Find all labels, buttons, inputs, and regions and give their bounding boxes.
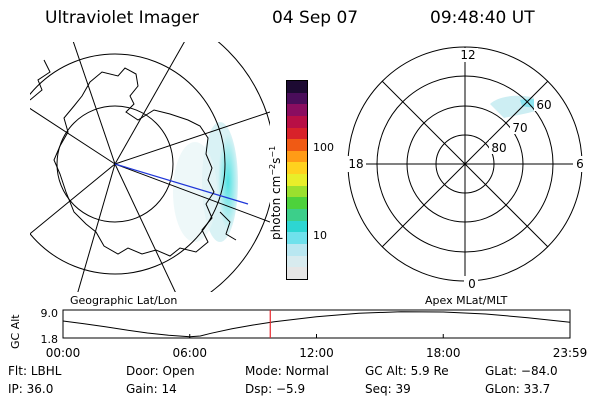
colorbar-segment <box>287 174 307 186</box>
status-value: 36.0 <box>26 382 54 396</box>
colorbar-segment <box>287 255 307 268</box>
coastline-fragment <box>30 59 51 101</box>
unit-exponent-1: −2 <box>268 163 277 176</box>
colorbar-tick-10: 10 <box>313 229 327 242</box>
geographic-map <box>30 42 270 292</box>
status-key: GC Alt: <box>365 364 411 378</box>
status-value: 5.9 Re <box>410 364 449 378</box>
status-field: Gain: 14 <box>126 382 177 396</box>
status-field: GLat: −84.0 <box>485 364 558 378</box>
xtick-labels: 00:00 06:00 12:00 18:00 23:59 <box>46 346 588 360</box>
altitude-plot-frame <box>62 309 571 339</box>
polar-panel-label: Apex MLat/MLT <box>425 294 508 307</box>
altitude-plot: GC Alt 9.0 1.8 00:00 06:00 12:00 18:00 23:59 <box>9 307 588 360</box>
unit-seconds: s <box>269 157 283 164</box>
geo-panel-label: Geographic Lat/Lon <box>70 294 178 307</box>
status-value: −5.9 <box>275 382 306 396</box>
colorbar-segment <box>287 220 307 233</box>
colorbar-segment <box>287 232 307 244</box>
colorbar-segment <box>287 162 307 175</box>
colorbar-unit-label: photon cm−2s−1 <box>268 146 283 240</box>
colorbar-segment <box>287 81 307 93</box>
colorbar-segment <box>287 185 307 198</box>
xtick-marks <box>62 334 571 338</box>
status-value: Normal <box>285 364 329 378</box>
mlat-label-60: 60 <box>536 98 551 112</box>
status-key: IP: <box>8 382 27 396</box>
xtick-label: 23:59 <box>553 346 588 360</box>
xtick-label: 18:00 <box>426 346 461 360</box>
status-field: Dsp: −5.9 <box>245 382 305 396</box>
status-field: GLon: 33.7 <box>485 382 550 396</box>
xtick-label: 12:00 <box>299 346 334 360</box>
coastline-fragment-2 <box>219 211 237 241</box>
colorbar-segment <box>287 115 307 128</box>
colorbar-segment <box>287 197 307 210</box>
status-key: GLon: <box>485 382 524 396</box>
status-key: Gain: <box>126 382 162 396</box>
status-key: Mode: <box>245 364 286 378</box>
colorbar-segment <box>287 92 307 105</box>
status-value: 39 <box>395 382 411 396</box>
altitude-track-line <box>62 311 571 338</box>
status-value: 14 <box>161 382 177 396</box>
altitude-ylabel: GC Alt <box>9 314 22 349</box>
colorbar-tick-100: 100 <box>313 141 334 154</box>
status-field: IP: 36.0 <box>8 382 53 396</box>
colorbar-segment <box>287 150 307 163</box>
status-key: GLat: <box>485 364 521 378</box>
status-field: Flt: LBHL <box>8 364 61 378</box>
status-key: Flt: <box>8 364 31 378</box>
colorbar-segment <box>287 267 307 279</box>
colorbar-segment <box>287 104 307 116</box>
date-label: 04 Sep 07 <box>272 8 359 28</box>
status-field: GC Alt: 5.9 Re <box>365 364 449 378</box>
unit-prefix: photon cm <box>269 175 283 240</box>
status-value: 33.7 <box>523 382 551 396</box>
colorbar-segment <box>287 243 307 256</box>
mlt-reference-line <box>114 163 249 205</box>
ytick-label-bottom: 1.8 <box>41 333 59 346</box>
status-key: Seq: <box>365 382 396 396</box>
polar-mlat-mlt-plot: 12 18 6 0 60 70 80 <box>346 46 587 291</box>
unit-exponent-2: −1 <box>268 145 277 158</box>
aurora-emission <box>173 122 238 242</box>
status-field: Seq: 39 <box>365 382 411 396</box>
mlt-label-6: 6 <box>576 157 584 171</box>
status-value: −84.0 <box>520 364 558 378</box>
status-field: Mode: Normal <box>245 364 329 378</box>
mlat-label-80: 80 <box>491 141 506 155</box>
status-value: LBHL <box>30 364 62 378</box>
status-value: Open <box>162 364 195 378</box>
mlt-label-0: 0 <box>468 277 476 291</box>
color-scale-bar <box>286 80 308 280</box>
status-key: Dsp: <box>245 382 276 396</box>
colorbar-segment <box>287 127 307 140</box>
latitude-circles <box>30 42 270 292</box>
xtick-label: 06:00 <box>172 346 207 360</box>
colorbar-segment <box>287 209 307 221</box>
status-field: Door: Open <box>126 364 195 378</box>
xtick-label: 00:00 <box>46 346 81 360</box>
mlt-diagonal-2 <box>381 80 549 248</box>
time-label: 09:48:40 UT <box>430 8 535 28</box>
ytick-label-top: 9.0 <box>41 307 59 320</box>
mlt-label-12: 12 <box>460 48 475 62</box>
coastline <box>53 67 215 257</box>
colorbar-segment <box>287 139 307 151</box>
mlat-label-70: 70 <box>512 121 527 135</box>
status-key: Door: <box>126 364 163 378</box>
instrument-title: Ultraviolet Imager <box>45 8 199 28</box>
mlt-label-18: 18 <box>348 157 363 171</box>
